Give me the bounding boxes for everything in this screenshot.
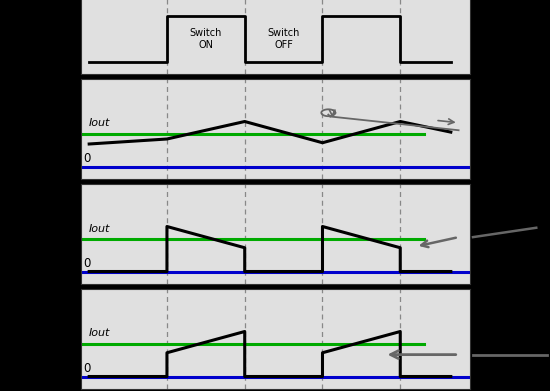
- Text: 0: 0: [84, 362, 91, 375]
- Text: Switch
OFF: Switch OFF: [267, 28, 300, 50]
- Text: Diode
current, Id: Diode current, Id: [57, 197, 79, 271]
- Text: Iout: Iout: [89, 328, 111, 339]
- Text: Iout: Iout: [89, 224, 111, 233]
- Text: Input
current, Iin: Input current, Iin: [57, 298, 79, 380]
- Text: 0: 0: [84, 257, 91, 270]
- Text: Inductor
current: Inductor current: [57, 102, 79, 156]
- Text: Iout: Iout: [89, 118, 111, 129]
- Text: 0: 0: [84, 152, 91, 165]
- Text: Switch
status: Switch status: [57, 15, 79, 55]
- Text: Switch
ON: Switch ON: [190, 28, 222, 50]
